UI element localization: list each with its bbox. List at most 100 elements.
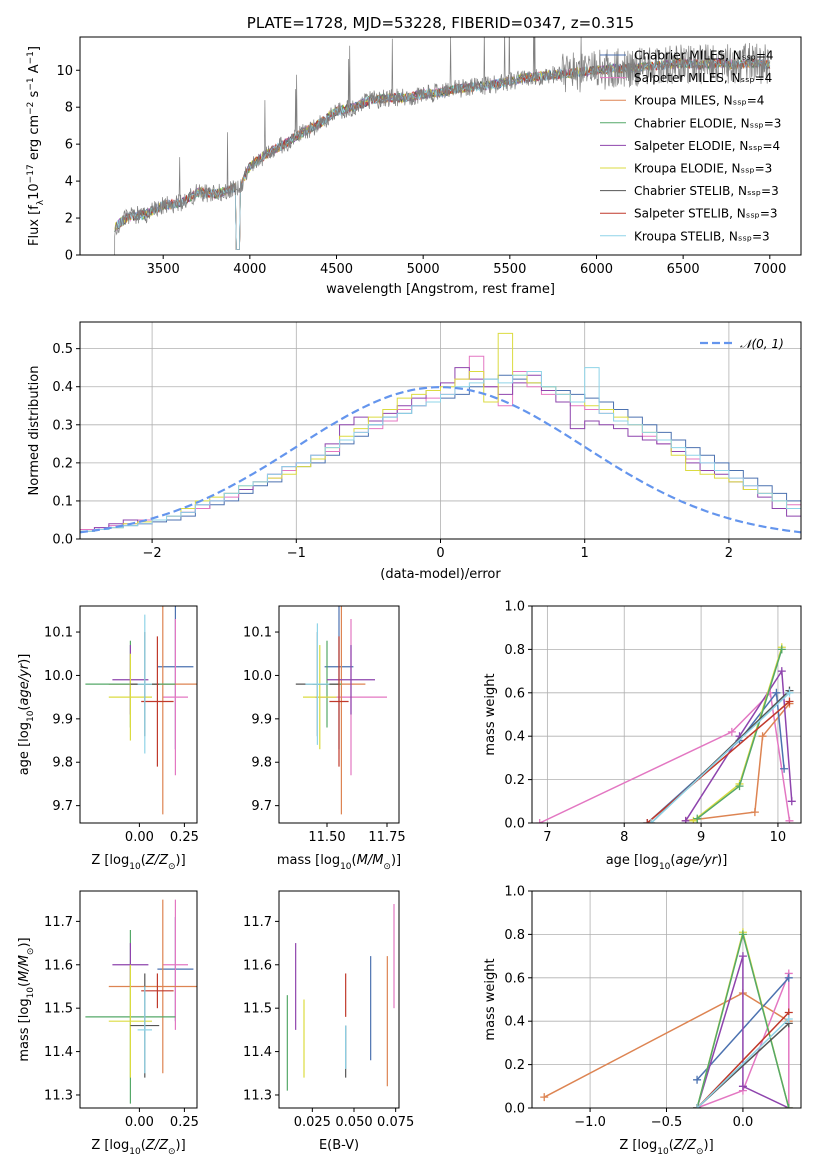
axes-frame [278,605,400,824]
plot-area [286,904,395,1091]
y-tick-label: 0.4 [504,730,525,745]
y-tick-label: 0.3 [52,418,73,433]
y-tick-label: 11.6 [243,958,272,973]
y-tick-label: 0 [65,249,73,264]
x-axis-label: mass [log10(M/M⊙)] [277,853,401,872]
mass-weight-line [646,700,790,823]
x-tick-label: 5500 [493,262,526,277]
y-tick-label: 9.7 [251,799,272,814]
y-tick-label: 0.6 [504,971,525,986]
data-spectrum-line [114,37,771,255]
y-axis-label: mass [log10(M/M⊙)] [17,937,36,1061]
x-tick-label: 0 [436,546,444,561]
plus-marker [785,697,794,706]
x-tick-label: 10 [770,830,787,845]
legend-entry: Kroupa ELODIE, Nₛₛₚ=3 [634,162,772,176]
y-tick-label: 10.0 [243,669,272,684]
legend-entry: Kroupa STELIB, Nₛₛₚ=3 [634,229,770,243]
errorbar-point [141,636,174,767]
errorbar-point [162,899,188,1030]
y-tick-label: 11.5 [44,1002,73,1017]
chart-age-vs-mass: 11.50 11.75 9.7 9.8 9.9 10.0 10.1 mass [log10(M… [243,605,406,872]
chart-mass-vs-Z: 0.00 0.25 11.3 11.4 11.5 11.6 11.7 Z [log10(Z/Z… [17,890,199,1157]
y-tick-label: 0.0 [504,1102,525,1117]
errorbar-point [329,636,349,767]
y-tick-label: 11.3 [243,1088,272,1103]
x-tick-label: −1.0 [574,1115,606,1130]
x-tick-label: 0.075 [377,1115,414,1130]
legend-entry: Salpeter STELIB, Nₛₛₚ=3 [634,207,778,221]
y-tick-label: 1.0 [504,600,525,615]
plot-area [540,928,793,1108]
y-tick-label: 11.7 [243,915,272,930]
x-tick-label: 0.25 [170,1115,199,1130]
y-tick-label: 11.7 [44,915,73,930]
mass-weight-line [696,955,790,1108]
errorbar-point [327,645,375,715]
x-tick-label: 7000 [753,262,786,277]
x-axis-label: E(B-V) [319,1138,359,1153]
y-tick-label: 6 [65,138,73,153]
errorbar-point [108,899,197,1074]
x-tick-label: 0.050 [335,1115,372,1130]
mass-weight-line [696,1011,790,1108]
plot-area [114,37,771,255]
plus-marker [693,814,702,823]
chart-massweight-vs-age: 7 8 9 10 0.0 0.2 0.4 0.6 0.8 1.0 age [log10(age/yr… [483,600,802,872]
plus-marker [750,808,759,817]
y-tick-label: 0.2 [504,1058,525,1073]
y-tick-label: 0.1 [52,494,73,509]
y-tick-label: 0.8 [504,928,525,943]
axes-frame [278,890,400,1109]
legend: Chabrier MILES, Nₛₛₚ=4 Salpeter MILES, Nₛ… [600,49,781,243]
x-tick-label: 0.025 [294,1115,331,1130]
mass-weight-line [692,646,783,822]
legend-entry: Kroupa MILES, Nₛₛₚ=4 [634,94,764,108]
plus-marker [647,819,656,823]
y-tick-label: 11.5 [243,1002,272,1017]
errorbar-point [303,645,337,750]
plus-marker [784,1015,793,1024]
y-tick-label: 11.4 [44,1045,73,1060]
x-tick-label: 5000 [407,262,440,277]
gaussian-curve [80,385,801,534]
mass-weight-line [685,668,793,822]
plus-marker [535,819,544,823]
plus-marker [785,816,794,823]
y-axis-label: Normed distribution [27,366,42,496]
y-tick-label: 8 [65,101,73,116]
chart-title: PLATE=1728, MJD=53228, FIBERID=0347, z=0… [247,14,634,32]
plus-marker [735,782,744,791]
x-tick-label: 0.25 [170,830,199,845]
y-tick-label: 9.8 [251,756,272,771]
chart-age-vs-Z: 0.00 0.25 9.7 9.8 9.9 10.0 10.1 Z [log10(Z/Z⊙)]… [17,605,199,872]
errorbar-point [141,973,174,1009]
y-tick-label: 2 [65,212,73,227]
legend-entry: Chabrier ELODIE, Nₛₛₚ=3 [634,116,781,130]
plot-area [80,332,801,539]
y-tick-label: 0.0 [504,817,525,832]
errorbar-point [137,986,152,1074]
mass-weight-line [650,692,791,823]
histogram-step [80,332,801,539]
x-axis-label: (data-model)/error [380,567,501,582]
legend-entry: Salpeter ELODIE, Nₛₛₚ=4 [634,139,780,153]
x-tick-label: 11.50 [308,830,345,845]
plus-marker [785,688,794,697]
plus-marker [727,727,736,736]
plot-area [85,606,197,815]
legend: 𝒩(0, 1) [700,337,784,351]
x-tick-label: 0.00 [125,1115,154,1130]
legend-entry: Salpeter MILES, Nₛₛₚ=4 [634,71,772,85]
y-tick-label: 0.8 [504,643,525,658]
histogram-step [80,367,801,539]
mass-weight-line [539,691,791,823]
x-tick-label: 6500 [667,262,700,277]
plus-marker [643,819,652,823]
plus-marker [777,667,786,676]
x-tick-label: −2 [143,546,162,561]
y-axis-label: mass weight [483,958,498,1040]
y-tick-label: 10.0 [44,669,73,684]
y-tick-label: 10.1 [243,626,272,641]
x-tick-label: −0.5 [651,1115,683,1130]
